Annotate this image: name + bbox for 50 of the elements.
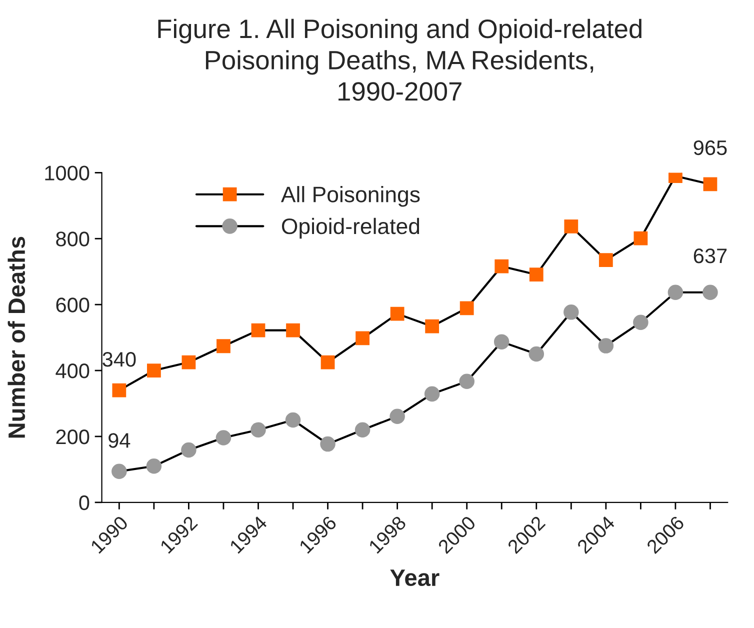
point xyxy=(112,464,127,480)
point xyxy=(564,304,579,320)
point xyxy=(320,436,336,452)
point xyxy=(181,442,196,458)
y-tick-label: 800 xyxy=(56,232,90,246)
point xyxy=(354,422,370,438)
point xyxy=(182,355,196,370)
point xyxy=(529,268,544,282)
annotation: 965 xyxy=(694,140,727,156)
point xyxy=(703,177,718,192)
chart-title: Figure 1. All Poisoning and Opioid-related Poisoning Deaths, MA Residents, 1990-2007 xyxy=(158,18,642,101)
point xyxy=(390,408,405,424)
point xyxy=(250,422,266,438)
point xyxy=(528,346,544,362)
point xyxy=(634,231,648,246)
legend-label: Opioid-related xyxy=(282,218,420,239)
y-tick-label: 400 xyxy=(56,364,90,378)
point xyxy=(286,323,300,338)
y-tick-label: 600 xyxy=(56,298,90,312)
point xyxy=(668,284,684,300)
point xyxy=(425,319,440,334)
y-tick-label: 200 xyxy=(56,429,90,444)
annotation: 94 xyxy=(108,433,130,448)
annotation: 340 xyxy=(102,352,136,367)
point xyxy=(633,314,648,330)
y-tick-label: 0 xyxy=(79,495,90,510)
legend-label: All Poisonings xyxy=(280,186,420,207)
point xyxy=(459,374,474,390)
point xyxy=(251,323,266,338)
point xyxy=(598,338,614,354)
point xyxy=(285,412,301,428)
point xyxy=(390,306,404,321)
point xyxy=(112,383,126,398)
point xyxy=(598,253,613,268)
point xyxy=(146,458,162,474)
point xyxy=(216,339,230,354)
x-axis-title: Year xyxy=(390,570,440,586)
point xyxy=(494,259,509,274)
point xyxy=(564,219,578,234)
annotation: 637 xyxy=(694,248,727,264)
point xyxy=(320,355,335,370)
y-tick-label: 1000 xyxy=(45,166,90,180)
point xyxy=(424,386,440,402)
y-axis-title: Number of Deaths xyxy=(8,236,26,438)
point xyxy=(356,331,370,346)
point xyxy=(494,334,510,350)
point xyxy=(146,364,161,378)
point xyxy=(702,284,718,300)
point xyxy=(460,301,474,316)
point xyxy=(216,430,232,446)
